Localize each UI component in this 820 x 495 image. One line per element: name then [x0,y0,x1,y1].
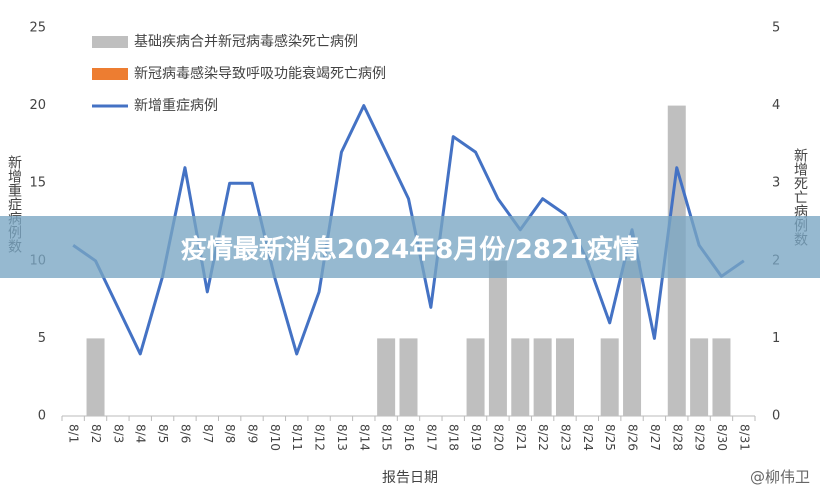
x-tick-label: 8/5 [156,424,170,443]
x-axis-label: 报告日期 [382,470,438,486]
x-tick-label: 8/6 [178,424,192,443]
x-tick-label: 8/24 [581,424,595,451]
bar [511,338,530,416]
x-tick-label: 8/17 [424,424,438,451]
x-tick-label: 8/1 [67,424,81,443]
x-tick-label: 8/31 [737,424,751,451]
x-tick-label: 8/9 [246,424,260,443]
bar [466,338,485,416]
x-tick-label: 8/20 [491,424,505,451]
legend-swatch [92,36,128,48]
y-tick-label: 20 [29,98,46,113]
x-tick-label: 8/28 [670,424,684,451]
bar [399,338,418,416]
x-tick-label: 8/27 [648,424,662,451]
bar [600,338,619,416]
legend-label: 基础疾病合并新冠病毒感染死亡病例 [134,33,358,50]
x-tick-label: 8/4 [134,424,148,443]
x-tick-label: 8/3 [111,424,125,443]
bar [533,338,552,416]
x-tick-label: 8/16 [402,424,416,451]
x-tick-label: 8/12 [313,424,327,451]
watermark: @柳伟卫 [749,468,810,486]
y2-tick-label: 1 [772,331,780,346]
bar [623,260,642,416]
x-tick-label: 8/13 [335,424,349,451]
y-tick-label: 15 [29,176,46,191]
bar [488,260,507,416]
x-tick-label: 8/22 [536,424,550,451]
x-tick-label: 8/14 [357,424,371,451]
x-tick-label: 8/30 [715,424,729,451]
x-tick-label: 8/21 [514,424,528,451]
y-tick-label: 0 [38,409,46,424]
legend-swatch [92,68,128,80]
bar [86,338,105,416]
x-tick-label: 8/26 [626,424,640,451]
x-tick-label: 8/8 [223,424,237,443]
x-tick-label: 8/19 [469,424,483,451]
y2-tick-label: 0 [772,409,780,424]
y2-tick-label: 4 [772,98,780,113]
x-tick-label: 8/29 [693,424,707,451]
x-tick-label: 8/18 [447,424,461,451]
bar [690,338,709,416]
y-tick-label: 5 [38,331,46,346]
legend-label: 新增重症病例 [134,98,218,114]
y-tick-label: 25 [29,21,46,36]
x-tick-label: 8/2 [89,424,103,443]
x-tick-label: 8/23 [558,424,572,451]
y2-tick-label: 5 [772,21,780,36]
banner: 疫情最新消息2024年8月份/2821疫情 [0,216,820,278]
bar [712,338,731,416]
bar [555,338,574,416]
x-tick-label: 8/11 [290,424,304,451]
legend-label: 新冠病毒感染导致呼吸功能衰竭死亡病例 [134,65,386,82]
x-tick-label: 8/25 [603,424,617,451]
bar [377,338,396,416]
x-tick-label: 8/15 [380,424,394,451]
x-tick-label: 8/10 [268,424,282,451]
y2-tick-label: 3 [772,176,780,191]
x-tick-label: 8/7 [201,424,215,443]
